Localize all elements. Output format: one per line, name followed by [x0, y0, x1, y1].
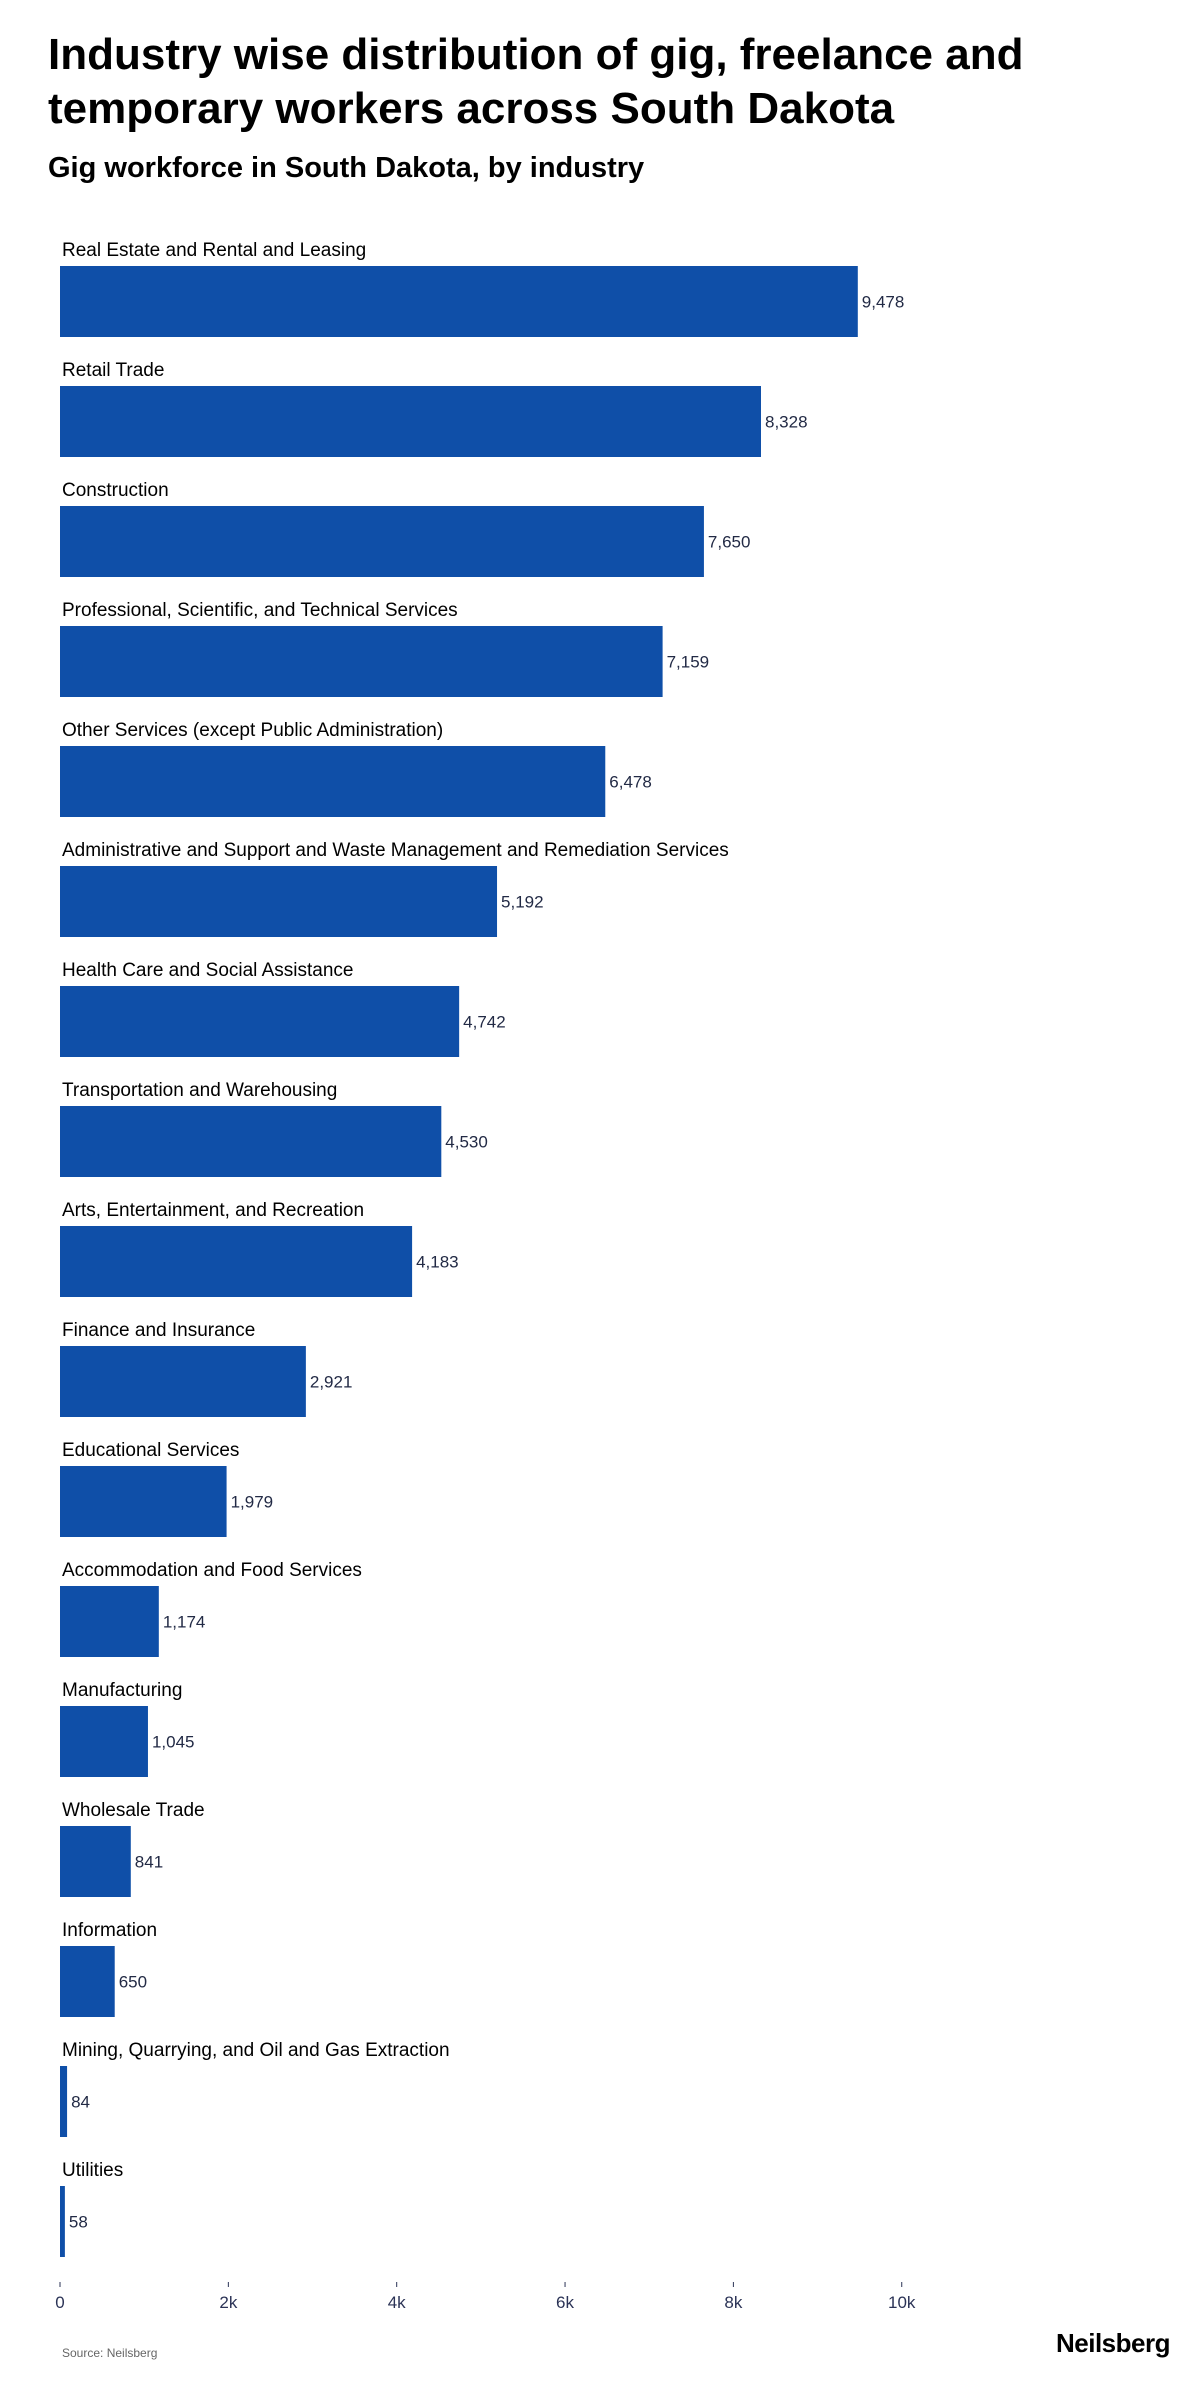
category-label: Health Care and Social Assistance [62, 960, 354, 981]
category-label: Accommodation and Food Services [62, 1560, 362, 1581]
bar [60, 2066, 68, 2137]
category-label: Finance and Insurance [62, 1320, 255, 1341]
value-label: 5,192 [501, 893, 544, 912]
bar [60, 866, 498, 937]
value-label: 2,921 [310, 1373, 353, 1392]
value-label: 4,742 [463, 1013, 506, 1032]
bar-chart: Real Estate and Rental and Leasing 9,478 R… [55, 240, 916, 2312]
bar [60, 1826, 131, 1897]
chart-subtitle: Gig workforce in South Dakota, by indust… [48, 152, 645, 184]
x-tick-label: 6k [556, 2293, 574, 2312]
bar [60, 506, 704, 577]
category-label: Mining, Quarrying, and Oil and Gas Extra… [62, 2040, 450, 2061]
bar [60, 986, 460, 1057]
category-label: Real Estate and Rental and Leasing [62, 240, 366, 261]
category-label: Arts, Entertainment, and Recreation [62, 1200, 364, 1221]
bar [60, 1106, 442, 1177]
value-label: 84 [71, 2093, 90, 2112]
x-tick-label: 4k [388, 2293, 406, 2312]
category-label: Manufacturing [62, 1680, 182, 1701]
category-label: Educational Services [62, 1440, 239, 1461]
bar [60, 2186, 65, 2257]
chart-title: Industry wise distribution of gig, freel… [48, 30, 1024, 133]
category-label: Retail Trade [62, 360, 164, 381]
value-label: 6,478 [609, 773, 652, 792]
value-label: 9,478 [862, 293, 905, 312]
value-label: 58 [69, 2213, 88, 2232]
category-label: Administrative and Support and Waste Man… [62, 840, 729, 861]
bar [60, 266, 858, 337]
x-tick-label: 10k [888, 2293, 916, 2312]
value-label: 650 [119, 1973, 147, 1992]
brand-logo: Neilsberg [1056, 2328, 1171, 2358]
value-label: 7,650 [708, 533, 751, 552]
category-label: Other Services (except Public Administra… [62, 720, 443, 741]
category-label: Construction [62, 480, 169, 501]
category-label: Wholesale Trade [62, 1800, 205, 1821]
bar [60, 1226, 413, 1297]
bar [60, 1946, 115, 2017]
value-label: 1,174 [163, 1613, 206, 1632]
category-label: Professional, Scientific, and Technical … [62, 600, 458, 621]
x-tick-label: 2k [219, 2293, 237, 2312]
value-label: 4,530 [445, 1133, 488, 1152]
value-label: 7,159 [667, 653, 710, 672]
bar [60, 1706, 148, 1777]
value-label: 841 [135, 1853, 163, 1872]
bar [60, 626, 663, 697]
value-label: 1,979 [231, 1493, 274, 1512]
bar [60, 746, 606, 817]
category-label: Utilities [62, 2160, 123, 2181]
category-label: Information [62, 1920, 157, 1941]
bar [60, 1586, 159, 1657]
value-label: 4,183 [416, 1253, 459, 1272]
category-label: Transportation and Warehousing [62, 1080, 337, 1101]
bar [60, 386, 762, 457]
bar [60, 1346, 306, 1417]
source-note: Source: Neilsberg [62, 2346, 158, 2360]
x-tick-label: 8k [724, 2293, 742, 2312]
value-label: 1,045 [152, 1733, 195, 1752]
value-label: 8,328 [765, 413, 808, 432]
bar [60, 1466, 227, 1537]
x-tick-label: 0 [55, 2293, 64, 2312]
